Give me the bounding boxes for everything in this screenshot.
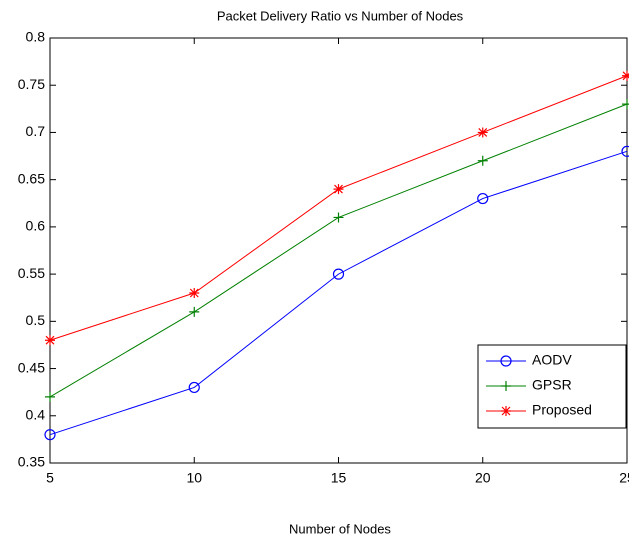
legend-label: GPSR (532, 377, 572, 393)
marker (45, 391, 55, 402)
y-tick-label: 0.4 (26, 406, 46, 422)
marker (44, 429, 56, 441)
series-line (49, 150, 628, 436)
y-tick-label: 0.55 (18, 265, 45, 281)
marker (189, 288, 200, 298)
y-tick-label: 0.5 (26, 312, 46, 328)
x-tick-label: 10 (186, 470, 202, 486)
marker (332, 268, 345, 280)
legend-label: AODV (532, 352, 572, 368)
marker (477, 155, 488, 166)
legend-label: Proposed (532, 402, 592, 418)
legend-marker (501, 406, 511, 416)
marker (622, 99, 629, 110)
y-tick-label: 0.7 (26, 123, 46, 139)
y-tick-label: 0.35 (18, 454, 45, 470)
marker (477, 192, 489, 205)
marker (333, 184, 344, 195)
x-tick-label: 25 (619, 470, 629, 486)
legend-marker (500, 355, 512, 367)
marker (333, 212, 344, 223)
chart-title: Packet Delivery Ratio vs Number of Nodes (217, 8, 464, 23)
legend-marker (501, 381, 511, 391)
marker (188, 381, 200, 394)
y-tick-label: 0.45 (18, 359, 45, 375)
x-axis-label: Number of Nodes (289, 521, 391, 536)
x-tick-label: 20 (475, 470, 491, 486)
y-tick-label: 0.6 (26, 218, 46, 234)
y-tick-label: 0.8 (26, 29, 46, 45)
y-tick-label: 0.75 (18, 76, 45, 92)
x-tick-label: 5 (46, 470, 54, 486)
marker (622, 70, 629, 81)
marker (189, 306, 200, 317)
x-tick-label: 15 (331, 470, 347, 486)
legend: AODV GPSR Proposed (477, 344, 627, 429)
marker (621, 145, 629, 157)
marker (45, 335, 55, 346)
y-tick-label: 0.65 (18, 170, 45, 186)
marker (477, 127, 488, 138)
